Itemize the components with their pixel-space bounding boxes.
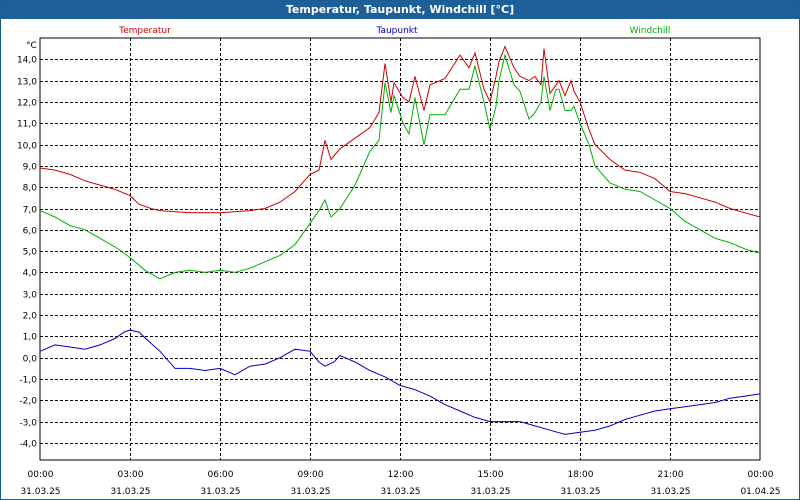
x-tick-time: 03:00 — [118, 470, 144, 480]
chart-title: Temperatur, Taupunkt, Windchill [°C] — [1, 1, 799, 19]
legend-windchill: Windchill — [630, 26, 671, 36]
x-tick-time: 21:00 — [658, 470, 684, 480]
y-tick-label: 3,0 — [23, 291, 38, 301]
y-tick-label: 0,0 — [23, 355, 38, 365]
y-tick-label: 11,0 — [17, 120, 37, 130]
x-tick-date: 31.03.25 — [380, 487, 420, 497]
y-tick-label: -3,0 — [19, 419, 37, 429]
x-tick-time: 06:00 — [208, 470, 234, 480]
x-tick-date: 31.03.25 — [110, 487, 150, 497]
x-tick-date: 31.03.25 — [20, 487, 60, 497]
y-tick-label: 1,0 — [23, 333, 38, 343]
y-tick-label: 6,0 — [23, 227, 38, 237]
y-tick-label: 9,0 — [23, 163, 38, 173]
y-unit-label: °C — [26, 41, 37, 51]
legend-temperatur: Temperatur — [118, 26, 171, 36]
x-tick-date: 31.03.25 — [650, 487, 690, 497]
x-tick-time: 00:00 — [748, 470, 774, 480]
x-tick-date: 31.03.25 — [560, 487, 600, 497]
x-tick-time: 18:00 — [568, 470, 594, 480]
y-tick-label: 13,0 — [17, 78, 37, 88]
series-line-temperatur — [39, 45, 761, 218]
y-tick-label: 2,0 — [23, 312, 38, 322]
y-tick-label: -1,0 — [19, 376, 37, 386]
x-tick-time: 09:00 — [298, 470, 324, 480]
legend-taupunkt: Taupunkt — [375, 26, 418, 36]
y-tick-label: 8,0 — [23, 184, 38, 194]
y-tick-label: 5,0 — [23, 248, 38, 258]
x-tick-date: 01.04.25 — [740, 487, 780, 497]
x-tick-date: 31.03.25 — [200, 487, 240, 497]
y-tick-label: 4,0 — [23, 269, 38, 279]
y-tick-label: -4,0 — [19, 440, 37, 450]
series-line-taupunkt — [39, 329, 761, 435]
y-tick-label: 7,0 — [23, 206, 38, 216]
y-tick-label: 10,0 — [17, 142, 37, 152]
x-tick-date: 31.03.25 — [290, 487, 330, 497]
x-tick-time: 00:00 — [28, 470, 54, 480]
series-line-windchill — [39, 53, 761, 280]
x-tick-time: 15:00 — [478, 470, 504, 480]
y-tick-label: -2,0 — [19, 397, 37, 407]
plot-area-border — [39, 37, 761, 461]
y-tick-label: 14,0 — [17, 56, 37, 66]
grid — [40, 38, 760, 460]
x-tick-date: 31.03.25 — [470, 487, 510, 497]
x-tick-time: 12:00 — [388, 470, 414, 480]
y-tick-label: 12,0 — [17, 99, 37, 109]
